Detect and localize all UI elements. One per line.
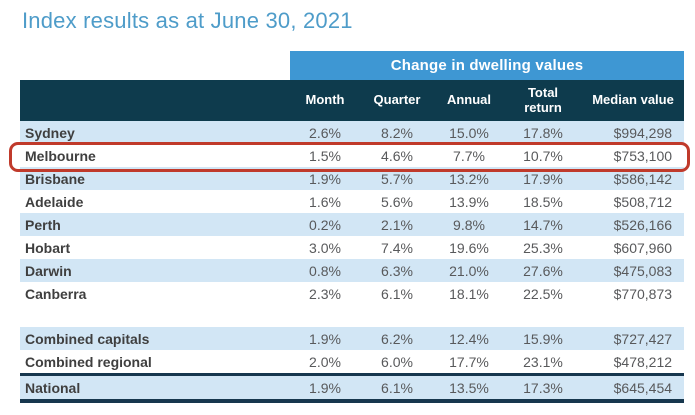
table-row-melbourne: Melbourne 1.5% 4.6% 7.7% 10.7% $753,100 bbox=[20, 144, 684, 167]
row-label: Adelaide bbox=[25, 193, 84, 210]
cell-annual: 13.9% bbox=[449, 193, 489, 210]
cell-median-value: $478,212 bbox=[582, 350, 685, 376]
column-header-row: Month Quarter Annual Total return Median… bbox=[20, 80, 685, 121]
column-header-quarter: Quarter bbox=[360, 80, 434, 121]
index-results-table: Change in dwelling values Month Quarter … bbox=[20, 51, 685, 403]
cell-month: 2.3% bbox=[309, 285, 341, 302]
group-header-row: Change in dwelling values bbox=[20, 51, 685, 80]
cell-total-return: 22.5% bbox=[523, 285, 563, 302]
row-label: Combined capitals bbox=[20, 327, 290, 350]
cell-total-return: 27.6% bbox=[504, 259, 582, 282]
cell-quarter: 5.7% bbox=[360, 167, 434, 190]
cell-median-value: $607,960 bbox=[613, 239, 673, 256]
cell-annual: 9.8% bbox=[434, 213, 504, 236]
spacer-row bbox=[20, 305, 685, 327]
cell-annual: 18.1% bbox=[449, 285, 489, 302]
table-row-combined-regional: Combined regional 2.0% 6.0% 17.7% 23.1% … bbox=[20, 350, 685, 376]
dwelling-values-table: Change in dwelling values Month Quarter … bbox=[20, 51, 685, 403]
row-label: Combined regional bbox=[20, 350, 290, 376]
cell-total-return: 17.8% bbox=[504, 121, 582, 144]
cell-quarter: 6.2% bbox=[360, 327, 434, 350]
table-row-adelaide: Adelaide 1.6% 5.6% 13.9% 18.5% $508,712 bbox=[20, 190, 684, 213]
table-row-canberra: Canberra 2.3% 6.1% 18.1% 22.5% $770,873 bbox=[20, 282, 684, 305]
cell-month: 2.0% bbox=[290, 350, 360, 376]
column-header-median-value: Median value bbox=[582, 80, 685, 121]
cell-total-return: 23.1% bbox=[504, 350, 582, 376]
column-header-empty bbox=[20, 80, 290, 121]
cell-quarter: 7.4% bbox=[381, 239, 413, 256]
cell-total-return: 18.5% bbox=[523, 193, 563, 210]
table-row-combined-capitals: Combined capitals 1.9% 6.2% 12.4% 15.9% … bbox=[20, 327, 685, 350]
cell-median-value: $727,427 bbox=[582, 327, 685, 350]
cell-quarter: 6.1% bbox=[381, 285, 413, 302]
column-header-total-return: Total return bbox=[504, 80, 582, 121]
row-label: National bbox=[20, 374, 290, 403]
cell-total-return: 17.3% bbox=[504, 374, 582, 403]
table-row-hobart: Hobart 3.0% 7.4% 19.6% 25.3% $607,960 bbox=[20, 236, 684, 259]
cell-month: 1.9% bbox=[290, 374, 360, 403]
cell-month: 0.2% bbox=[290, 213, 360, 236]
row-label: Melbourne bbox=[25, 147, 96, 164]
cell-quarter: 6.0% bbox=[360, 350, 434, 376]
cell-total-return: 10.7% bbox=[523, 147, 563, 164]
cell-median-value: $508,712 bbox=[613, 193, 673, 210]
cell-annual: 17.7% bbox=[434, 350, 504, 376]
cell-month: 0.8% bbox=[290, 259, 360, 282]
column-header-month: Month bbox=[290, 80, 360, 121]
cell-quarter: 6.3% bbox=[360, 259, 434, 282]
cell-total-return: 14.7% bbox=[504, 213, 582, 236]
cell-median-value: $994,298 bbox=[582, 121, 685, 144]
cell-annual: 7.7% bbox=[453, 147, 485, 164]
group-header-spacer bbox=[20, 51, 290, 80]
page-title: Index results as at June 30, 2021 bbox=[22, 8, 353, 33]
cell-month: 3.0% bbox=[309, 239, 341, 256]
cell-median-value: $753,100 bbox=[613, 147, 673, 164]
cell-median-value: $526,166 bbox=[582, 213, 685, 236]
cell-total-return: 25.3% bbox=[523, 239, 563, 256]
row-label: Darwin bbox=[20, 259, 290, 282]
cell-month: 1.9% bbox=[290, 167, 360, 190]
cell-annual: 13.5% bbox=[434, 374, 504, 403]
cell-annual: 19.6% bbox=[449, 239, 489, 256]
cell-month: 2.6% bbox=[290, 121, 360, 144]
table-row-darwin: Darwin 0.8% 6.3% 21.0% 27.6% $475,083 bbox=[20, 259, 685, 282]
group-header-band: Change in dwelling values bbox=[290, 51, 685, 80]
cell-median-value: $475,083 bbox=[582, 259, 685, 282]
row-label: Sydney bbox=[20, 121, 290, 144]
cell-quarter: 8.2% bbox=[360, 121, 434, 144]
cell-median-value: $645,454 bbox=[582, 374, 685, 403]
row-label: Perth bbox=[20, 213, 290, 236]
row-label: Hobart bbox=[25, 239, 71, 256]
cell-quarter: 5.6% bbox=[381, 193, 413, 210]
cell-month: 1.9% bbox=[290, 327, 360, 350]
cell-month: 1.6% bbox=[309, 193, 341, 210]
cell-total-return: 17.9% bbox=[504, 167, 582, 190]
table-row-perth: Perth 0.2% 2.1% 9.8% 14.7% $526,166 bbox=[20, 213, 685, 236]
cell-median-value: $770,873 bbox=[613, 285, 673, 302]
row-label: Canberra bbox=[25, 285, 87, 302]
cell-month: 1.5% bbox=[309, 147, 341, 164]
table-row-sydney: Sydney 2.6% 8.2% 15.0% 17.8% $994,298 bbox=[20, 121, 685, 144]
cell-total-return: 15.9% bbox=[504, 327, 582, 350]
cell-quarter: 4.6% bbox=[381, 147, 413, 164]
cell-annual: 12.4% bbox=[434, 327, 504, 350]
row-label: Brisbane bbox=[20, 167, 290, 190]
table-row-brisbane: Brisbane 1.9% 5.7% 13.2% 17.9% $586,142 bbox=[20, 167, 685, 190]
column-header-annual: Annual bbox=[434, 80, 504, 121]
cell-median-value: $586,142 bbox=[582, 167, 685, 190]
cell-annual: 13.2% bbox=[434, 167, 504, 190]
cell-quarter: 2.1% bbox=[360, 213, 434, 236]
cell-annual: 15.0% bbox=[434, 121, 504, 144]
cell-annual: 21.0% bbox=[434, 259, 504, 282]
table-row-national: National 1.9% 6.1% 13.5% 17.3% $645,454 bbox=[20, 374, 685, 403]
cell-quarter: 6.1% bbox=[360, 374, 434, 403]
